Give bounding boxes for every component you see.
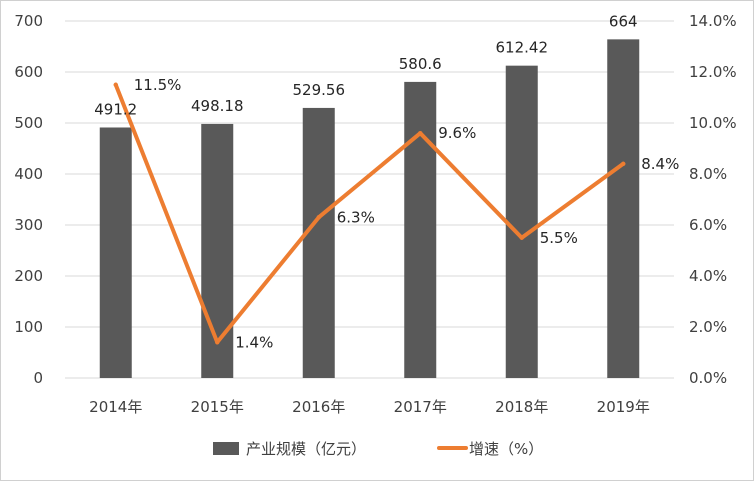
legend-line-label: 增速（%） [469, 440, 543, 458]
line-data-label: 1.4% [235, 333, 273, 351]
right-axis-tick-label: 14.0% [689, 12, 737, 30]
growth-point [113, 82, 118, 87]
left-axis: 0 100 200 300 400 500 600 700 [14, 12, 43, 387]
x-axis-category-label: 2017年 [394, 398, 447, 416]
bar [404, 81, 437, 379]
left-axis-tick-label: 300 [14, 216, 43, 234]
right-axis-tick-label: 8.0% [689, 165, 727, 183]
line-data-label: 6.3% [337, 208, 375, 226]
bar-series [99, 39, 640, 379]
bar-data-label: 498.18 [191, 97, 244, 115]
growth-point [519, 235, 524, 240]
line-data-label: 11.5% [134, 76, 182, 94]
legend-bar-label: 产业规模（亿元） [246, 440, 366, 458]
legend-bar-swatch [213, 442, 239, 455]
x-axis-categories: 2014年 2015年 2016年 2017年 2018年 2019年 [89, 398, 650, 416]
line-data-label: 5.5% [540, 229, 578, 247]
x-axis-category-label: 2019年 [597, 398, 650, 416]
bar-data-label: 529.56 [293, 81, 346, 99]
bar-data-label: 612.42 [496, 39, 549, 57]
right-axis-tick-label: 6.0% [689, 216, 727, 234]
bar-data-label: 580.6 [399, 55, 442, 73]
line-series [113, 82, 626, 345]
growth-point [215, 340, 220, 345]
x-axis-category-label: 2014年 [89, 398, 142, 416]
bar-data-label: 491.2 [94, 100, 137, 118]
left-axis-tick-label: 400 [14, 165, 43, 183]
legend: 产业规模（亿元） 增速（%） [213, 440, 543, 458]
bar [302, 107, 335, 378]
x-axis-category-label: 2015年 [191, 398, 244, 416]
right-axis-tick-label: 10.0% [689, 114, 737, 132]
growth-line [113, 82, 626, 345]
growth-point [316, 215, 321, 220]
gridlines [65, 20, 674, 379]
growth-point [418, 131, 423, 136]
right-axis-tick-label: 4.0% [689, 267, 727, 285]
line-data-label: 8.4% [641, 155, 679, 173]
bar [201, 123, 234, 379]
bar [607, 39, 640, 379]
bar [99, 127, 132, 378]
left-axis-tick-label: 700 [14, 12, 43, 30]
line-data-label: 9.6% [438, 124, 476, 142]
left-axis-tick-label: 500 [14, 114, 43, 132]
x-axis-category-label: 2016年 [292, 398, 345, 416]
left-axis-tick-label: 0 [33, 369, 43, 387]
line-data-labels: 11.5% 1.4% 6.3% 9.6% 5.5% 8.4% [134, 76, 680, 352]
right-axis-tick-label: 2.0% [689, 318, 727, 336]
right-axis-tick-label: 12.0% [689, 63, 737, 81]
right-axis-tick-label: 0.0% [689, 369, 727, 387]
left-axis-tick-label: 200 [14, 267, 43, 285]
bar [505, 65, 538, 378]
bar-data-label: 664 [609, 12, 638, 30]
x-axis-category-label: 2018年 [495, 398, 548, 416]
right-axis: 0.0% 2.0% 4.0% 6.0% 8.0% 10.0% 12.0% 14.0% [689, 12, 737, 387]
left-axis-tick-label: 600 [14, 63, 43, 81]
bar-data-labels: 491.2 498.18 529.56 580.6 612.42 664 [94, 12, 637, 118]
left-axis-tick-label: 100 [14, 318, 43, 336]
growth-point [621, 161, 626, 166]
